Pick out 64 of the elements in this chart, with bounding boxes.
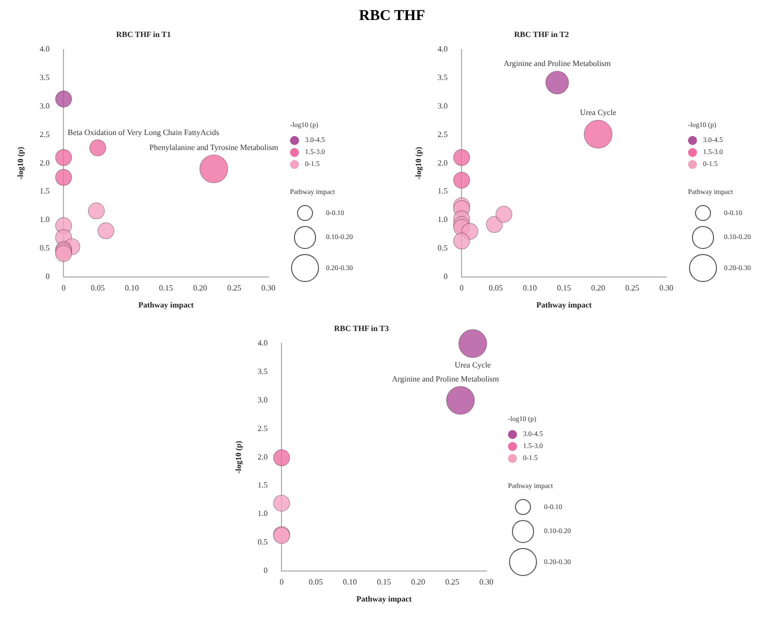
- y-axis-title: -log10 (p): [414, 146, 423, 180]
- y-tick-label: 2.0: [258, 452, 268, 462]
- chart-subtitle: RBC THF in T1: [116, 30, 171, 39]
- text: RBC THF: [358, 8, 426, 25]
- x-tick-label: 0: [62, 284, 66, 293]
- y-tick-label: 1.5: [40, 186, 50, 196]
- x-tick-label: 0.10: [124, 284, 139, 293]
- x-tick-label: 0.25: [227, 284, 242, 293]
- x-tick-label: 0.30: [261, 284, 276, 293]
- x-tick-label: 0.15: [159, 284, 173, 293]
- x-tick-label: 0.05: [488, 284, 503, 293]
- y-tick-label: 0.5: [40, 243, 50, 252]
- x-tick-label: 0.15: [377, 578, 391, 587]
- x-tick-label: 0.15: [557, 284, 571, 293]
- y-tick-label: 0: [264, 566, 268, 575]
- x-tick-label: 0.20: [411, 578, 426, 587]
- annotation: Arginine and Proline Metabolism: [392, 374, 500, 384]
- x-tick-label: 0.20: [591, 284, 606, 293]
- x-tick-label: 0.05: [90, 284, 105, 293]
- y-tick-label: 2.0: [438, 158, 448, 168]
- y-tick-label: 1.0: [438, 215, 448, 224]
- y-tick-label: 0: [46, 272, 50, 281]
- y-tick-label: 1.5: [258, 480, 268, 490]
- text: Pathway impact: [536, 300, 592, 310]
- chart-subtitle: RBC THF in T3: [334, 324, 389, 333]
- x-tick-label: 0.10: [342, 578, 357, 587]
- x-tick-label: 0.30: [659, 284, 674, 293]
- y-tick-label: 4.0: [258, 338, 268, 348]
- annotation: Beta Oxidation of Very Long Chain FattyAcids: [68, 128, 220, 137]
- x-tick-label: 0: [460, 284, 464, 293]
- annotation: Arginine and Proline Metabolism: [504, 59, 612, 68]
- x-tick-label: 0.10: [522, 284, 537, 293]
- y-tick-label: 3.0: [40, 101, 50, 110]
- y-tick-label: 3.5: [40, 73, 50, 82]
- annotation: Phenylalanine and Tyrosine Metabolism: [149, 142, 279, 152]
- x-tick-label: 0.25: [625, 284, 640, 293]
- annotation: Urea Cycle: [454, 360, 492, 370]
- y-axis-title: -log10 (p): [16, 146, 25, 180]
- y-tick-label: 3.5: [258, 367, 268, 376]
- text: Pathway impact: [356, 594, 412, 604]
- y-tick-label: 1.0: [40, 215, 50, 224]
- chart-subtitle: RBC THF in T2: [514, 30, 569, 39]
- y-tick-label: 3.5: [438, 73, 448, 82]
- y-tick-label: 3.0: [258, 395, 268, 404]
- y-tick-label: 0: [444, 272, 448, 281]
- y-axis-title: -log10 (p): [234, 440, 243, 474]
- y-tick-label: 4.0: [40, 44, 50, 54]
- y-tick-label: 2.5: [258, 424, 268, 433]
- y-tick-label: 4.0: [438, 44, 448, 54]
- x-tick-label: 0.05: [308, 578, 323, 587]
- x-tick-label: 0: [280, 578, 284, 587]
- y-tick-label: 3.0: [438, 101, 448, 110]
- y-tick-label: 0.5: [258, 537, 268, 546]
- annotation: Urea Cycle: [580, 108, 617, 118]
- y-tick-label: 2.5: [438, 130, 448, 139]
- y-tick-label: 1.0: [258, 509, 268, 518]
- y-tick-label: 2.0: [40, 158, 50, 168]
- y-tick-label: 2.5: [40, 130, 50, 139]
- x-tick-label: 0.25: [445, 578, 460, 587]
- x-tick-label: 0.20: [193, 284, 208, 293]
- y-tick-label: 1.5: [438, 186, 448, 196]
- x-tick-label: 0.30: [479, 578, 494, 587]
- y-tick-label: 0.5: [438, 243, 448, 252]
- text: Pathway impact: [138, 300, 194, 310]
